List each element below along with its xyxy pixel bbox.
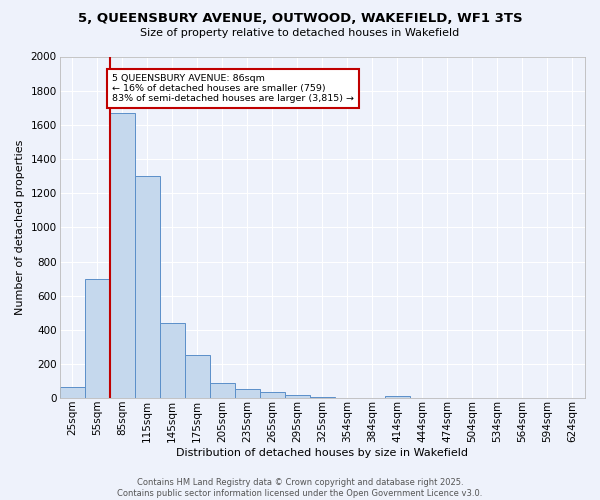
X-axis label: Distribution of detached houses by size in Wakefield: Distribution of detached houses by size …	[176, 448, 468, 458]
Bar	[235, 389, 260, 398]
Text: Contains HM Land Registry data © Crown copyright and database right 2025.
Contai: Contains HM Land Registry data © Crown c…	[118, 478, 482, 498]
Bar	[59, 388, 85, 398]
Bar	[185, 355, 210, 399]
Y-axis label: Number of detached properties: Number of detached properties	[15, 140, 25, 315]
Bar	[160, 323, 185, 398]
Bar	[85, 279, 110, 398]
Bar	[260, 392, 285, 398]
Text: Size of property relative to detached houses in Wakefield: Size of property relative to detached ho…	[140, 28, 460, 38]
Bar	[385, 396, 410, 398]
Bar	[210, 383, 235, 398]
Text: 5 QUEENSBURY AVENUE: 86sqm
← 16% of detached houses are smaller (759)
83% of sem: 5 QUEENSBURY AVENUE: 86sqm ← 16% of deta…	[112, 74, 354, 104]
Text: 5, QUEENSBURY AVENUE, OUTWOOD, WAKEFIELD, WF1 3TS: 5, QUEENSBURY AVENUE, OUTWOOD, WAKEFIELD…	[77, 12, 523, 26]
Bar	[285, 395, 310, 398]
Bar	[110, 113, 134, 399]
Bar	[134, 176, 160, 398]
Bar	[310, 396, 335, 398]
